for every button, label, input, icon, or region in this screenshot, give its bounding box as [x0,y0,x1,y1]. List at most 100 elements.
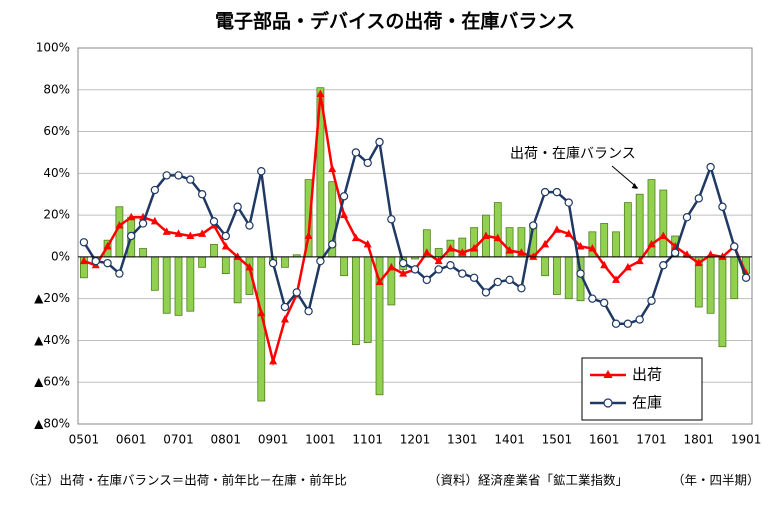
marker [481,288,491,297]
marker [233,252,242,260]
marker [588,244,597,252]
marker [162,171,171,180]
marker [340,210,349,219]
marker [257,167,266,176]
marker [150,185,160,195]
x-tick-label: 1101 [352,433,383,447]
x-tick-label: 0601 [116,433,147,447]
marker [280,315,289,323]
marker [328,164,337,173]
marker [257,308,266,317]
marker [659,261,668,270]
marker [387,215,396,224]
x-tick-label: 1601 [589,433,620,447]
bar [198,256,207,268]
marker [434,265,443,274]
marker [481,231,490,239]
marker [316,89,325,97]
marker [517,248,526,256]
bar [162,256,171,314]
marker [493,233,502,242]
marker [387,262,396,271]
marker [718,252,727,260]
y-tick-label: ▲20% [34,291,70,305]
x-tick-label: 1801 [684,433,715,447]
marker [186,231,195,239]
x-tick-label: 1901 [731,433,762,447]
bar [221,256,230,274]
marker [493,277,502,287]
marker [552,225,561,233]
x-tick-label: 1001 [305,433,336,447]
marker [304,231,313,239]
y-tick-label: 40% [43,166,70,180]
x-tick-label: 1501 [542,433,573,447]
bar [564,256,573,300]
marker [458,248,467,256]
marker [623,262,632,271]
marker [245,221,254,230]
marker [647,239,656,248]
marker [292,288,301,297]
marker [351,233,360,242]
marker [150,216,159,225]
x-tick-label: 0801 [211,433,242,447]
legend-marker [603,398,613,408]
marker [221,231,231,241]
marker [268,258,278,268]
legend-label: 出荷 [632,366,662,384]
marker [588,294,597,303]
marker [635,256,644,265]
marker [647,296,656,305]
bar [340,256,348,277]
marker [115,269,124,278]
marker [730,242,739,251]
marker [103,258,112,268]
marker [552,187,562,197]
marker [576,241,585,250]
bar [351,256,360,346]
legend-marker [603,370,613,378]
marker [670,248,680,257]
bar [600,223,609,258]
marker [446,244,455,252]
marker [174,171,183,180]
bar [552,256,561,295]
marker [611,319,621,328]
marker [269,356,278,365]
marker [505,275,514,285]
plot-frame [77,47,753,425]
marker [564,198,573,207]
marker [280,302,290,312]
y-tick-label: 60% [43,124,70,138]
marker [375,137,384,147]
marker [79,238,89,247]
bar [706,256,715,314]
bar [718,256,727,348]
marker [174,229,183,237]
annotation: 出荷・在庫バランス [510,145,636,162]
marker [706,162,715,172]
marker [127,231,136,241]
bar [139,248,147,258]
x-tick-label: 0901 [258,433,289,447]
marker [304,307,313,316]
marker [517,284,526,293]
marker [600,260,609,269]
marker [718,202,727,211]
marker [694,194,703,203]
bar [186,256,195,312]
marker [79,256,88,265]
marker [399,269,408,277]
marker [186,175,195,184]
bar [150,256,159,291]
x-tick-label: 1701 [636,433,667,447]
marker [316,256,325,266]
y-tick-label: 100% [36,41,70,55]
marker [197,190,207,199]
x-tick-label: 0701 [163,433,194,447]
chart-title: 電子部品・デバイスの出荷・在庫バランス [215,10,575,33]
bar [233,256,242,304]
unit-note: （年・四半期） [672,473,760,488]
marker [599,298,609,308]
